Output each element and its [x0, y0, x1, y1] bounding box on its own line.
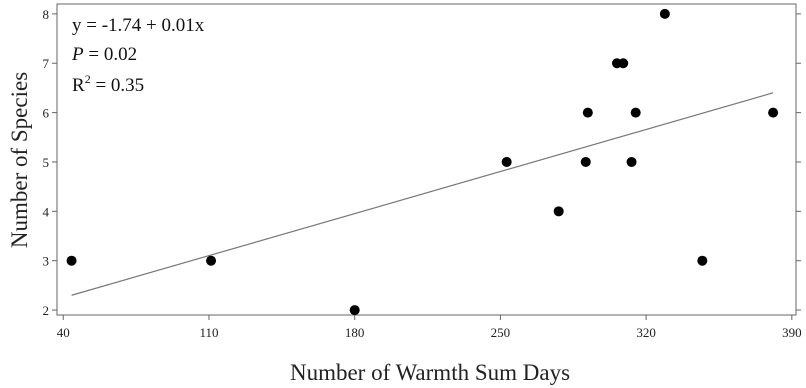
y-tick-label: 8 — [43, 7, 50, 22]
x-tick-label: 110 — [199, 325, 218, 340]
data-point — [501, 156, 512, 167]
data-point — [618, 58, 629, 69]
data-point — [630, 107, 641, 118]
data-point — [206, 255, 217, 266]
data-points — [66, 8, 779, 316]
data-point — [349, 305, 360, 316]
data-point — [697, 255, 708, 266]
x-axis-title: Number of Warmth Sum Days — [290, 360, 570, 385]
y-axis-ticks: 2 3 4 5 6 7 8 — [43, 7, 801, 318]
p-symbol: P — [71, 44, 84, 65]
y-tick-label: 4 — [43, 204, 50, 219]
regression-line-group — [71, 92, 774, 296]
x-tick-label: 390 — [782, 325, 802, 340]
data-point — [553, 206, 564, 217]
equation-label: y = -1.74 + 0.01x — [72, 15, 205, 36]
x-axis-ticks: 40 110 180 250 320 390 — [57, 315, 802, 340]
p-value-label: P = 0.02 — [71, 44, 137, 65]
data-point — [582, 107, 593, 118]
r-symbol: R — [72, 75, 85, 96]
data-point — [768, 107, 779, 118]
y-tick-label: 5 — [43, 155, 50, 170]
data-point — [66, 255, 77, 266]
y-tick-label: 7 — [43, 56, 50, 71]
r-squared-value: = 0.35 — [91, 75, 144, 96]
data-point — [626, 156, 637, 167]
x-tick-label: 250 — [491, 325, 511, 340]
plot-frame — [56, 3, 797, 316]
r-squared-label: R2 = 0.35 — [72, 72, 144, 96]
x-tick-label: 180 — [345, 325, 365, 340]
data-point — [580, 156, 591, 167]
y-tick-label: 6 — [43, 106, 50, 121]
y-tick-label: 3 — [43, 254, 50, 269]
x-tick-label: 320 — [636, 325, 656, 340]
y-axis-title: Number of Species — [7, 72, 32, 248]
regression-line — [71, 92, 774, 296]
data-point — [659, 8, 670, 19]
p-value: = 0.02 — [84, 44, 137, 65]
y-tick-label: 2 — [43, 303, 50, 318]
r-superscript: 2 — [85, 72, 91, 86]
x-tick-label: 40 — [57, 325, 70, 340]
